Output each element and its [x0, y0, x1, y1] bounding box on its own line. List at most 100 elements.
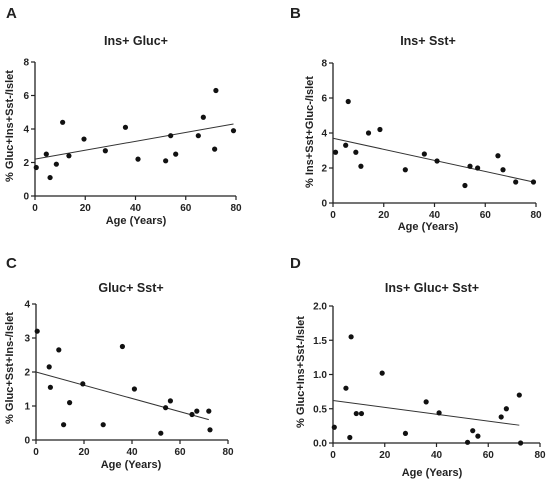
data-point [332, 149, 339, 155]
y-tick-label: 6 [23, 91, 29, 102]
x-tick-label: 0 [330, 450, 336, 461]
y-tick-label: 4 [321, 129, 327, 140]
chart-title-a: Ins+ Gluc+ [104, 34, 168, 48]
y-tick-label: 2 [24, 368, 30, 379]
x-axis-label-b: Age (Years) [398, 221, 459, 233]
data-point [347, 434, 353, 441]
panel-label-c: C [6, 255, 17, 272]
x-tick-label: 60 [180, 203, 192, 214]
y-axis-label-c: % Gluc+Sst+Ins-/Islet [4, 312, 16, 424]
plot-area-b: 0 20 40 60 80 0 2 4 6 8 [321, 59, 542, 222]
x-tick-label: 40 [429, 210, 441, 221]
data-point [119, 343, 125, 350]
y-axis-label-b: % Ins+Sst+Gluc-/Islet [304, 76, 316, 188]
data-point [43, 151, 49, 157]
data-point [189, 411, 195, 418]
y-axis-label-a: % Gluc+Ins+Sst-/Islet [4, 70, 16, 182]
data-point [47, 384, 54, 390]
data-point [423, 399, 429, 405]
data-point [34, 328, 40, 334]
data-point [173, 151, 179, 157]
panel-label-d: D [290, 255, 301, 272]
trend-line [34, 123, 234, 160]
data-point [343, 142, 349, 148]
y-tick-label: 0 [23, 192, 29, 203]
data-point [462, 182, 468, 189]
data-point [206, 408, 212, 414]
y-tick-label: 0.5 [313, 404, 327, 415]
data-point [434, 158, 440, 164]
y-tick-label: 2.0 [313, 302, 327, 313]
data-point [500, 167, 506, 173]
plot-area-a: 0 20 40 60 80 0 2 4 6 8 [23, 58, 242, 215]
x-tick-label: 0 [32, 203, 38, 214]
data-point [353, 410, 359, 417]
data-point [402, 430, 409, 437]
data-point [498, 414, 504, 420]
data-point [53, 161, 59, 167]
data-point [66, 153, 72, 159]
data-point [353, 149, 359, 155]
x-tick-label: 80 [530, 210, 542, 221]
x-tick-label: 60 [480, 210, 492, 221]
panel-label-a: A [6, 5, 17, 22]
x-axis-label-d: Age (Years) [402, 467, 463, 479]
x-tick-label: 80 [222, 447, 234, 458]
x-tick-label: 20 [378, 210, 390, 221]
y-tick-label: 0.0 [313, 439, 327, 450]
data-point [47, 174, 53, 181]
data-point [194, 408, 200, 414]
data-point [379, 370, 385, 376]
data-point [230, 128, 237, 134]
data-point [421, 151, 427, 157]
data-point [517, 440, 524, 446]
y-tick-label: 4 [24, 300, 30, 311]
data-point [348, 334, 354, 340]
y-tick-label: 2 [321, 164, 327, 175]
panel-d: D Ins+ Gluc+ Sst+ Age (Years) % Gluc+Ins… [290, 255, 546, 479]
x-tick-label: 40 [126, 447, 138, 458]
chart-title-b: Ins+ Sst+ [400, 34, 456, 48]
data-point [377, 126, 383, 133]
data-point [122, 124, 129, 130]
data-point [60, 119, 66, 125]
x-tick-label: 0 [330, 210, 336, 221]
y-tick-label: 0 [24, 436, 30, 447]
y-tick-label: 1.5 [313, 336, 327, 347]
y-tick-label: 8 [321, 59, 327, 70]
data-point [168, 133, 174, 139]
y-tick-label: 0 [321, 199, 327, 210]
data-point [135, 156, 141, 162]
data-point [475, 433, 481, 439]
data-point [163, 158, 169, 164]
y-tick-label: 3 [24, 334, 30, 345]
y-axis-label-d: % Gluc+Ins+Sst-/Islet [295, 316, 307, 428]
y-tick-label: 2 [23, 158, 29, 169]
data-point [167, 398, 173, 404]
data-point [331, 424, 337, 430]
data-point [67, 400, 73, 406]
data-point [464, 439, 471, 445]
data-point [200, 114, 206, 120]
x-tick-label: 40 [431, 450, 443, 461]
x-axis-label-a: Age (Years) [106, 215, 167, 227]
data-point [81, 136, 87, 142]
data-point [513, 179, 519, 185]
data-point [495, 153, 501, 159]
data-point [530, 179, 537, 185]
x-tick-label: 80 [534, 450, 546, 461]
panel-c: C Gluc+ Sst+ Age (Years) % Gluc+Sst+Ins-… [4, 255, 234, 471]
data-point [516, 392, 522, 398]
plot-area-d: 0 20 40 60 80 0.0 0.5 1.0 1.5 2.0 [313, 302, 546, 462]
panel-label-b: B [290, 5, 301, 22]
x-tick-label: 20 [78, 447, 90, 458]
data-point [56, 347, 62, 353]
x-tick-label: 60 [174, 447, 186, 458]
data-point [46, 364, 52, 370]
data-point [213, 87, 219, 94]
y-tick-label: 6 [321, 94, 327, 105]
x-tick-label: 60 [483, 450, 495, 461]
data-point [131, 386, 137, 392]
data-point [100, 422, 106, 428]
data-point [212, 146, 218, 152]
